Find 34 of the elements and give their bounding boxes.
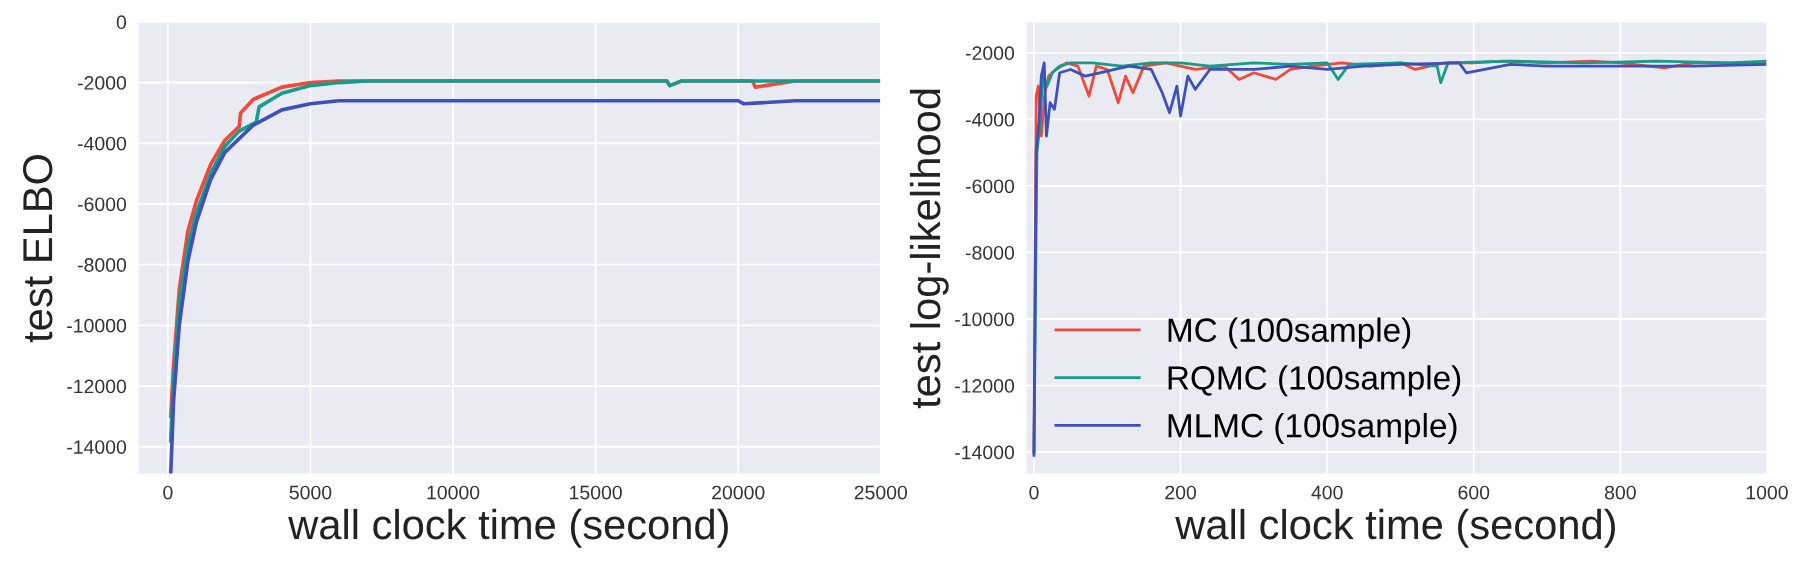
y-tick-label: -4000 xyxy=(77,136,127,151)
y-tick-label: -10000 xyxy=(67,318,127,333)
y-tick-label: -12000 xyxy=(955,379,1015,393)
x-tick-label: 10000 xyxy=(427,485,480,500)
y-tick-label: -14000 xyxy=(955,445,1015,460)
legend-label: MLMC (100sample) xyxy=(1168,412,1457,445)
x-axis-title: wall clock time (second) xyxy=(288,508,728,548)
y-tick-label: -14000 xyxy=(67,440,127,454)
x-tick-label: 1000 xyxy=(1746,485,1788,500)
x-tick-label: 20000 xyxy=(712,485,765,500)
y-tick-label: 0 xyxy=(116,15,127,30)
y-tick-label: -10000 xyxy=(955,312,1015,327)
y-axis-title: test log-likelihood xyxy=(909,89,949,409)
x-tick-label: 5000 xyxy=(289,485,332,500)
x-axis-title: wall clock time (second) xyxy=(1175,508,1615,548)
legend-label: RQMC (100sample) xyxy=(1168,365,1461,397)
x-tick-label: 400 xyxy=(1311,485,1343,500)
y-tick-label: -6000 xyxy=(77,197,127,212)
y-tick-label: -8000 xyxy=(77,258,127,272)
y-tick-label: -12000 xyxy=(67,379,127,394)
x-tick-label: 600 xyxy=(1458,485,1490,500)
y-tick-label: -4000 xyxy=(965,112,1015,127)
x-tick-label: 0 xyxy=(1029,485,1039,500)
x-tick-label: 15000 xyxy=(570,485,622,500)
x-tick-label: 25000 xyxy=(854,485,908,500)
x-tick-label: 200 xyxy=(1165,485,1197,500)
y-tick-label: -2000 xyxy=(77,76,127,90)
x-tick-label: 0 xyxy=(163,485,173,500)
legend-label: MC (100sample) xyxy=(1168,317,1411,349)
x-tick-label: 800 xyxy=(1604,485,1636,500)
y-tick-label: -8000 xyxy=(965,245,1015,260)
y-tick-label: -2000 xyxy=(965,46,1015,61)
y-tick-label: -6000 xyxy=(965,179,1015,194)
y-axis-title: test ELBO xyxy=(22,155,53,343)
